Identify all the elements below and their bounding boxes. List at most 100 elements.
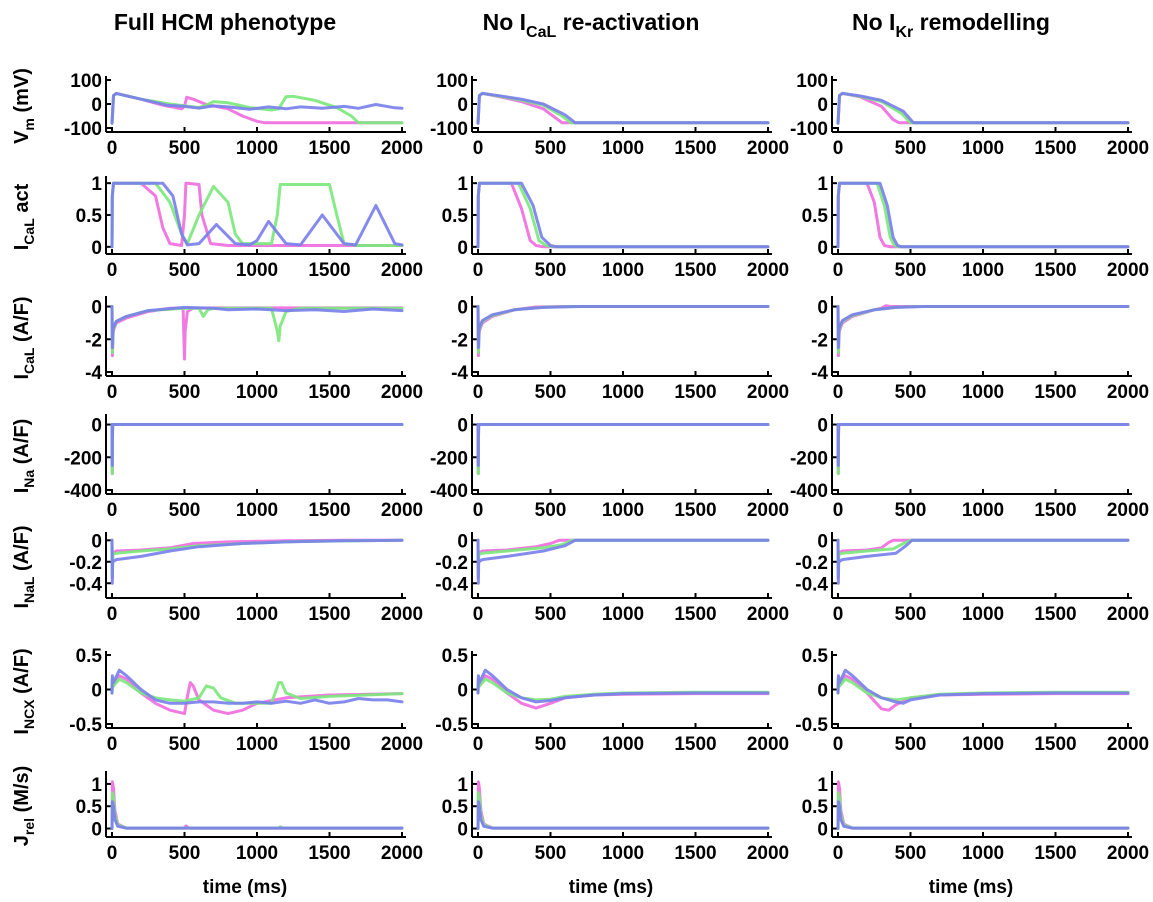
series-line-0 — [836, 91, 1130, 125]
series-line-0 — [110, 538, 404, 580]
x-tick-label: 1000 — [236, 260, 278, 281]
series-line-0 — [476, 538, 770, 580]
series-line-0 — [836, 304, 1130, 358]
y-tick-label: 0.5 — [442, 797, 469, 818]
x-tick-label: 0 — [833, 734, 844, 755]
x-tick-label: 1500 — [308, 500, 350, 521]
series-line-2 — [110, 91, 404, 125]
column-title: No IKr remodelling — [852, 9, 1050, 41]
y-tick-label: 0.5 — [802, 206, 829, 227]
panel-ical_act-1: 0 0.5 1 0 500 1000 1500 2000 — [442, 174, 790, 281]
y-tick-label: -0.4 — [435, 574, 468, 595]
x-tick-label: 2000 — [1107, 138, 1149, 159]
y-tick-label: -0.4 — [69, 574, 102, 595]
y-tick-label: 0.5 — [76, 646, 103, 667]
y-tick-label: -400 — [790, 481, 828, 502]
y-tick-label: -0.5 — [795, 715, 828, 736]
y-tick-label: 0.5 — [802, 797, 829, 818]
panel-ina-0: -400 -200 0 0 500 1000 1500 2000 — [64, 414, 423, 521]
y-tick-label: -0.5 — [435, 715, 468, 736]
series-line-1 — [110, 791, 404, 830]
x-tick-label: 2000 — [747, 260, 789, 281]
x-tick-label: 1500 — [674, 500, 716, 521]
y-tick-label: -2 — [811, 330, 828, 351]
x-tick-label: 0 — [833, 382, 844, 403]
series-line-2 — [110, 800, 404, 830]
y-tick-label: -0.5 — [69, 715, 102, 736]
x-axis-label: time (ms) — [203, 877, 287, 898]
panel-ical-1: -4 -2 0 0 500 1000 1500 2000 — [451, 296, 789, 403]
y-tick-label: 0 — [457, 238, 468, 259]
y-tick-label: 1 — [817, 174, 828, 195]
y-tick-label: 0.5 — [76, 206, 103, 227]
x-tick-label: 500 — [169, 734, 201, 755]
series-line-1 — [110, 538, 404, 578]
x-tick-label: 1000 — [962, 734, 1004, 755]
series-line-2 — [476, 91, 770, 125]
panel-ical_act-0: 0 0.5 1 0 500 1000 1500 2000 — [76, 174, 424, 281]
x-tick-label: 2000 — [747, 734, 789, 755]
x-tick-label: 0 — [473, 138, 484, 159]
x-tick-label: 1000 — [962, 500, 1004, 521]
y-tick-label: -4 — [451, 363, 468, 384]
y-tick-label: 1 — [457, 775, 468, 796]
x-tick-label: 2000 — [1107, 604, 1149, 625]
series-line-1 — [476, 181, 770, 249]
x-tick-label: 1000 — [602, 734, 644, 755]
x-tick-label: 1500 — [674, 604, 716, 625]
x-tick-label: 1000 — [236, 843, 278, 864]
x-tick-label: 500 — [895, 604, 927, 625]
series-line-1 — [476, 538, 770, 578]
series-line-1 — [110, 423, 404, 476]
series-line-0 — [110, 780, 404, 830]
x-tick-label: 1500 — [1034, 734, 1076, 755]
y-tick-label: 0 — [817, 416, 828, 437]
series-line-2 — [476, 305, 770, 349]
x-tick-label: 500 — [169, 138, 201, 159]
series-line-1 — [836, 305, 1130, 354]
series-line-2 — [110, 538, 404, 585]
series-line-1 — [476, 305, 770, 354]
series-line-1 — [110, 677, 404, 705]
x-tick-label: 500 — [535, 734, 567, 755]
x-tick-label: 1500 — [1034, 260, 1076, 281]
x-tick-label: 1000 — [236, 138, 278, 159]
series-line-2 — [476, 423, 770, 467]
x-tick-label: 500 — [895, 734, 927, 755]
x-tick-label: 0 — [473, 734, 484, 755]
series-line-1 — [836, 791, 1130, 830]
x-tick-label: 0 — [833, 843, 844, 864]
y-tick-label: 0 — [91, 298, 102, 319]
y-tick-label: 100 — [436, 71, 468, 92]
x-tick-label: 1000 — [602, 604, 644, 625]
x-tick-label: 0 — [833, 260, 844, 281]
x-tick-label: 0 — [473, 604, 484, 625]
series-line-2 — [836, 91, 1130, 125]
panel-incx-2: -0.500.50 500 1000 1500 2000 — [795, 646, 1149, 755]
x-tick-label: 0 — [107, 604, 118, 625]
x-tick-label: 0 — [107, 734, 118, 755]
series-line-1 — [476, 423, 770, 476]
y-tick-label: 0 — [91, 416, 102, 437]
y-axis-label: ICaL act — [11, 183, 37, 250]
x-tick-label: 1000 — [962, 382, 1004, 403]
x-tick-label: 0 — [473, 382, 484, 403]
x-tick-label: 500 — [535, 260, 567, 281]
panel-ina-1: -400 -200 0 0 500 1000 1500 2000 — [430, 414, 789, 521]
x-tick-label: 2000 — [381, 843, 423, 864]
x-tick-label: 2000 — [1107, 260, 1149, 281]
x-tick-label: 1000 — [602, 500, 644, 521]
x-tick-label: 1000 — [236, 500, 278, 521]
y-tick-label: 0 — [91, 238, 102, 259]
x-tick-label: 1500 — [308, 382, 350, 403]
x-tick-label: 1500 — [674, 260, 716, 281]
panel-inal-2: -0.4-0.200 500 1000 1500 2000 — [795, 531, 1149, 625]
series-line-1 — [476, 791, 770, 830]
y-axis-label: INaL (A/F) — [11, 525, 37, 608]
x-tick-label: 500 — [895, 500, 927, 521]
y-axis-label: INCX (A/F) — [11, 648, 37, 734]
series-line-2 — [476, 181, 770, 249]
y-tick-label: 100 — [796, 71, 828, 92]
x-tick-label: 1000 — [602, 382, 644, 403]
